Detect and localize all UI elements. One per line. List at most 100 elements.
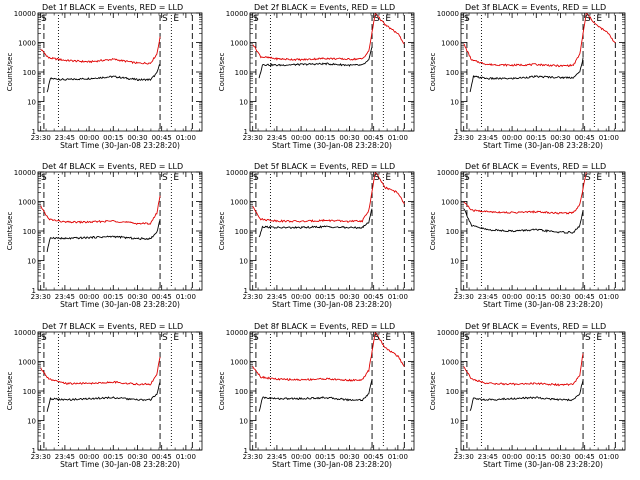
plot-frame [37, 12, 203, 132]
y-tick-label: 1000 [18, 199, 36, 207]
y-axis-label: Counts/sec [6, 212, 14, 251]
x-tick-label: 00:15 [526, 293, 546, 301]
y-tick-label: 10000 [437, 329, 459, 337]
y-tick-label: 1000 [18, 359, 36, 367]
panel-title: Det 2f BLACK = Events, RED = LLD [254, 3, 395, 12]
y-tick-label: 10 [239, 418, 248, 426]
detector-panel: Det 2f BLACK = Events, RED = LLD 1 10 100 10… [218, 3, 415, 150]
y-axis-label: Counts/sec [218, 372, 226, 411]
x-tick-label: 00:15 [315, 453, 335, 461]
x-tick-label: 00:45 [575, 293, 595, 301]
x-tick-label: 01:00 [176, 293, 196, 301]
y-tick-label: 1 [455, 128, 459, 136]
marker-e: E [173, 333, 179, 343]
x-tick-label: 00:45 [364, 453, 384, 461]
series-lld [40, 195, 161, 225]
marker-e: E [385, 14, 391, 24]
series-events [463, 208, 584, 234]
series-events [46, 219, 161, 253]
y-tick-label: 100 [235, 69, 248, 77]
x-tick-label: 23:45 [478, 453, 498, 461]
marker-start-left: S [464, 14, 470, 24]
x-axis-label: Start Time (30-Jan-08 23:28:20) [272, 460, 392, 469]
y-tick-label: 1 [455, 447, 459, 455]
x-tick-label: 00:15 [103, 293, 123, 301]
y-tick-label: 10 [27, 258, 36, 266]
x-axis-label: Start Time (30-Jan-08 23:28:20) [272, 300, 392, 309]
y-tick-label: 10000 [14, 169, 36, 177]
x-tick-label: 00:00 [79, 293, 99, 301]
y-tick-label: 1000 [441, 40, 459, 48]
y-tick-label: 10000 [226, 169, 248, 177]
y-tick-label: 1000 [230, 199, 248, 207]
y-tick-label: 100 [23, 69, 36, 77]
marker-start-left: S [253, 14, 259, 24]
x-tick-label: 01:00 [599, 293, 619, 301]
x-tick-label: 00:30 [339, 453, 359, 461]
marker-e: E [596, 14, 602, 24]
y-tick-label: 10 [450, 418, 459, 426]
x-tick-label: 01:00 [388, 453, 408, 461]
detector-panel: Det 7f BLACK = Events, RED = LLD 1 10 100 10… [6, 322, 203, 469]
marker-s: S [162, 173, 168, 183]
x-tick-label: 23:45 [55, 453, 75, 461]
x-tick-label: 00:15 [103, 134, 123, 142]
marker-s: S [374, 333, 380, 343]
x-tick-label: 00:00 [502, 134, 522, 142]
x-axis-label: Start Time (30-Jan-08 23:28:20) [60, 300, 180, 309]
y-tick-label: 100 [235, 388, 248, 396]
x-tick-label: 23:30 [454, 453, 474, 461]
y-tick-label: 10000 [14, 10, 36, 18]
x-tick-label: 00:45 [364, 293, 384, 301]
panel-title: Det 6f BLACK = Events, RED = LLD [465, 162, 606, 171]
y-tick-label: 10000 [226, 10, 248, 18]
marker-start-left: S [253, 173, 259, 183]
x-tick-label: 00:00 [291, 293, 311, 301]
x-tick-label: 00:30 [550, 293, 570, 301]
x-tick-label: 00:45 [152, 293, 172, 301]
y-tick-label: 1 [32, 128, 36, 136]
detector-panel: Det 9f BLACK = Events, RED = LLD 1 10 100 10… [429, 322, 626, 469]
x-tick-label: 01:00 [599, 134, 619, 142]
y-tick-label: 1000 [18, 40, 36, 48]
marker-e: E [385, 333, 391, 343]
x-tick-label: 00:45 [364, 134, 384, 142]
y-tick-label: 10 [450, 99, 459, 107]
marker-s: S [374, 173, 380, 183]
x-tick-label: 23:45 [478, 293, 498, 301]
marker-s: S [585, 173, 591, 183]
plot-frame [249, 12, 415, 132]
x-axis-label: Start Time (30-Jan-08 23:28:20) [483, 300, 603, 309]
series-events [469, 57, 584, 93]
plot-frame [37, 171, 203, 291]
x-tick-label: 00:30 [339, 293, 359, 301]
x-axis-label: Start Time (30-Jan-08 23:28:20) [60, 141, 180, 150]
x-tick-label: 23:30 [31, 134, 51, 142]
series-events [258, 379, 373, 412]
y-tick-label: 100 [446, 388, 459, 396]
y-axis-label: Counts/sec [218, 53, 226, 92]
x-tick-label: 00:45 [575, 453, 595, 461]
x-tick-label: 00:00 [79, 134, 99, 142]
y-tick-label: 10000 [437, 169, 459, 177]
x-tick-label: 01:00 [176, 453, 196, 461]
marker-e: E [596, 173, 602, 183]
y-tick-label: 10 [239, 258, 248, 266]
series-events [258, 208, 373, 238]
x-tick-label: 23:30 [243, 453, 263, 461]
panel-title: Det 4f BLACK = Events, RED = LLD [42, 162, 183, 171]
y-tick-label: 1 [32, 287, 36, 295]
x-tick-label: 00:15 [315, 293, 335, 301]
y-axis-label: Counts/sec [429, 212, 437, 251]
x-axis-label: Start Time (30-Jan-08 23:28:20) [272, 141, 392, 150]
x-tick-label: 01:00 [388, 293, 408, 301]
y-tick-label: 1 [32, 447, 36, 455]
y-tick-label: 100 [446, 228, 459, 236]
series-lld [252, 332, 405, 382]
y-axis-label: Counts/sec [429, 372, 437, 411]
x-tick-label: 00:30 [127, 134, 147, 142]
x-tick-label: 00:30 [127, 453, 147, 461]
y-tick-label: 10 [27, 99, 36, 107]
marker-start-left: S [464, 333, 470, 343]
x-tick-label: 23:30 [31, 453, 51, 461]
